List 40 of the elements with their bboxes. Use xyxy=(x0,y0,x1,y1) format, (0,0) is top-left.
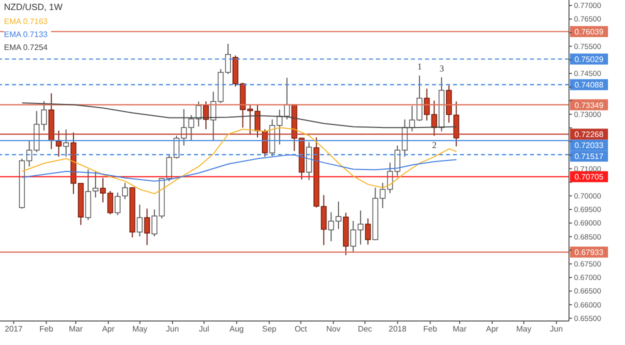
ref-line-label: 0.71517 xyxy=(574,152,604,162)
annotation: 1 xyxy=(417,62,422,72)
text: EMA 0.7133 xyxy=(4,30,48,39)
ref-line-label: 0.74088 xyxy=(574,80,604,90)
x-tick-label: 2018 xyxy=(388,324,408,334)
x-tick-label: Dec xyxy=(358,324,372,334)
x-tick-label: May xyxy=(516,324,532,334)
ref-line-label: 0.72268 xyxy=(574,130,604,140)
candlestick xyxy=(136,204,143,237)
ref-line-label: 0.67933 xyxy=(574,248,604,258)
ref-line-label: 0.76039 xyxy=(574,28,604,37)
x-tick-label: Feb xyxy=(39,324,54,334)
x-tick-label: Mar xyxy=(452,324,467,334)
x-tick-label: Jun xyxy=(550,324,563,334)
annotation: 3 xyxy=(439,63,444,74)
ref-line-label: 0.73349 xyxy=(574,100,604,110)
candlestick xyxy=(203,100,209,130)
candlestick xyxy=(63,128,69,158)
x-tick-label: Jul xyxy=(198,324,210,334)
text: EMA 0.7163 xyxy=(4,17,48,26)
text: EMA 0.7254 xyxy=(4,43,48,52)
x-tick-label: Apr xyxy=(102,324,115,334)
x-tick-label: Apr xyxy=(486,324,499,334)
x-tick-label: Aug xyxy=(230,324,244,334)
chart-title: NZD/USD, 1W xyxy=(4,2,62,12)
x-tick-label: Jun xyxy=(166,324,179,334)
x-tick-label: Feb xyxy=(423,324,438,334)
ref-line-label: 0.70705 xyxy=(574,172,604,182)
x-tick-label: Sep xyxy=(262,324,277,334)
x-tick-label: May xyxy=(132,324,148,334)
candlestick xyxy=(365,218,371,246)
ref-line-label: 0.75029 xyxy=(574,55,604,64)
candlestick xyxy=(284,77,290,120)
x-tick-label: Mar xyxy=(68,324,83,334)
x-tick-label: Oct xyxy=(294,324,308,334)
annotation: 2 xyxy=(432,140,437,150)
candlestick xyxy=(144,208,150,246)
x-tick-label: 2017 xyxy=(4,324,24,334)
x-tick-label: Nov xyxy=(326,324,341,334)
ref-line-label: 0.72033 xyxy=(574,141,604,150)
